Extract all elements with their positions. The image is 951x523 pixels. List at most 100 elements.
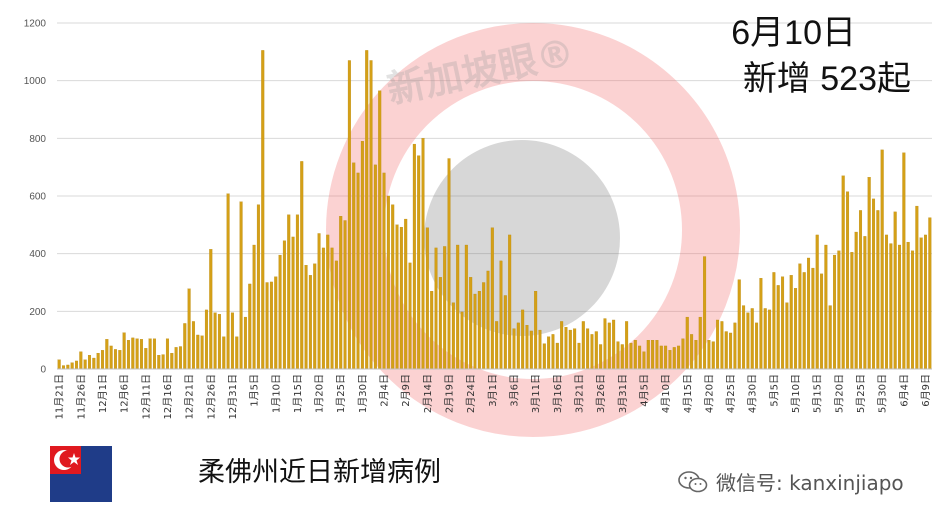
x-tick-label: 3月1日 (487, 374, 499, 407)
bar (521, 309, 525, 370)
bar (417, 155, 421, 370)
x-tick-label: 1月10日 (270, 374, 282, 413)
x-tick-label: 5月15日 (812, 374, 824, 413)
bar (399, 226, 403, 370)
bar (703, 256, 707, 370)
bar (165, 338, 169, 370)
x-tick-label: 1月30日 (357, 374, 369, 413)
bar (57, 359, 61, 370)
x-tick-label: 11月26日 (75, 374, 87, 419)
bar (295, 214, 299, 370)
bar (395, 224, 399, 370)
bar (269, 281, 273, 370)
bar (499, 260, 503, 370)
bar (538, 329, 542, 370)
bar (581, 321, 585, 370)
bar (135, 338, 139, 370)
bar (594, 331, 598, 370)
bar (906, 241, 910, 370)
bar (742, 305, 746, 370)
bar (469, 277, 473, 370)
bar (603, 318, 607, 370)
bar (256, 204, 260, 370)
bar (421, 138, 425, 370)
bar (555, 342, 559, 370)
bar (282, 240, 286, 370)
bar (880, 149, 884, 370)
bar (308, 275, 312, 370)
bar (607, 322, 611, 370)
bar (278, 254, 282, 370)
bar (776, 285, 780, 370)
bar (542, 343, 546, 370)
bar (568, 329, 572, 370)
bar (321, 247, 325, 370)
bar (798, 263, 802, 370)
bar (759, 278, 763, 370)
bar (347, 60, 351, 370)
bar (352, 162, 356, 370)
bar (451, 302, 455, 370)
bar (477, 290, 481, 370)
headline-date: 6月10日 (731, 14, 856, 52)
bar (300, 161, 304, 370)
y-tick-label: 400 (29, 249, 46, 260)
bar (659, 345, 663, 370)
bar (750, 308, 754, 370)
headline-new-cases: 新增 523起 (742, 60, 911, 98)
x-tick-label: 12月1日 (97, 374, 109, 413)
bar (62, 365, 65, 370)
bar (425, 227, 429, 370)
bar (789, 275, 793, 370)
bar (746, 312, 750, 370)
x-tick-label: 2月4日 (379, 374, 391, 407)
bar (382, 172, 386, 370)
bar (794, 288, 798, 370)
bar (919, 237, 923, 370)
bar (217, 314, 221, 370)
x-axis-tick-labels: 11月21日 11月26日 12月1日 12月6日 12月11日 12月16日 12月21日… (54, 374, 932, 419)
bar (815, 234, 819, 370)
bar (577, 342, 581, 370)
bar (711, 341, 715, 370)
bar (317, 233, 321, 370)
bar (694, 340, 698, 370)
x-tick-label: 11月21日 (54, 374, 66, 419)
x-tick-label: 1月25日 (335, 374, 347, 413)
bar (204, 309, 208, 370)
x-tick-label: 4月25日 (725, 374, 737, 413)
bar (460, 311, 464, 370)
x-tick-label: 12月26日 (205, 374, 217, 419)
bar (183, 323, 187, 370)
bar (859, 210, 863, 370)
bar (113, 349, 117, 370)
x-tick-label: 5月30日 (877, 374, 889, 413)
x-tick-label: 4月5日 (638, 374, 650, 407)
bar (495, 321, 499, 370)
bar (209, 249, 213, 370)
bar (313, 263, 317, 370)
x-tick-label: 1月5日 (249, 374, 261, 407)
bar (737, 279, 741, 370)
bar (846, 191, 850, 370)
y-axis-tick-labels: 0 200 400 600 800 1000 1200 (24, 19, 47, 376)
bar (152, 338, 156, 370)
bar (118, 350, 122, 370)
bar (122, 332, 126, 370)
bar (625, 321, 629, 370)
bar (109, 345, 113, 370)
bar (685, 316, 689, 370)
bar (490, 227, 494, 370)
bar (620, 344, 624, 370)
bar (698, 316, 702, 370)
bar (291, 236, 295, 370)
bar (430, 290, 434, 370)
bar (772, 272, 776, 370)
bar (356, 172, 360, 370)
bar (690, 334, 694, 370)
bar (161, 354, 165, 370)
bar (646, 340, 650, 370)
bar (802, 272, 806, 370)
bar (274, 276, 278, 370)
